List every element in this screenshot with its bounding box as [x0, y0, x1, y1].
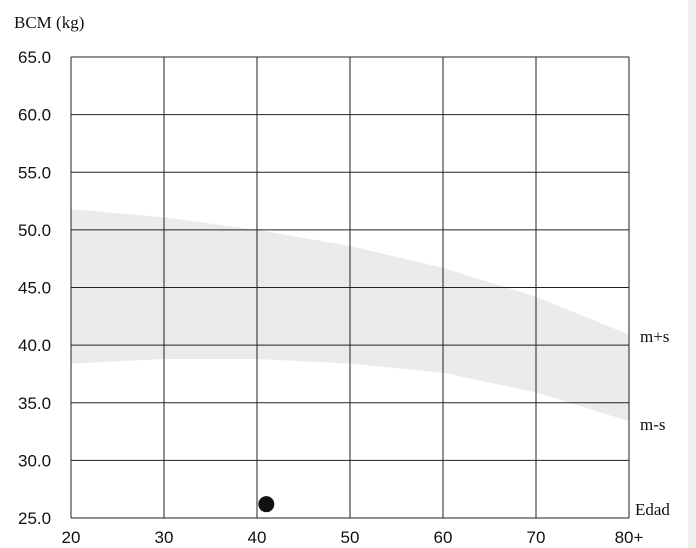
data-points — [258, 496, 275, 513]
y-tick-label: 40.0 — [18, 336, 51, 355]
grid — [70, 56, 630, 519]
y-tick-label: 65.0 — [18, 48, 51, 67]
y-tick-label: 25.0 — [18, 509, 51, 528]
x-tick-label: 30 — [155, 528, 174, 547]
x-tick-labels: 20 30 40 50 60 70 80+ — [62, 528, 644, 547]
data-point — [258, 496, 275, 513]
y-tick-label: 30.0 — [18, 451, 51, 470]
y-tick-label: 35.0 — [18, 394, 51, 413]
y-tick-label: 45.0 — [18, 279, 51, 298]
scroll-edge — [688, 0, 696, 548]
y-tick-labels: 25.0 30.0 35.0 40.0 45.0 50.0 55.0 60.0 65.0 — [18, 48, 51, 528]
y-axis-title: BCM (kg) — [14, 13, 84, 32]
x-tick-label: 40 — [248, 528, 267, 547]
y-tick-label: 60.0 — [18, 106, 51, 125]
y-tick-label: 55.0 — [18, 163, 51, 182]
band-upper-label: m+s — [640, 327, 669, 346]
x-tick-label: 60 — [434, 528, 453, 547]
y-tick-label: 50.0 — [18, 221, 51, 240]
band-lower-label: m-s — [640, 415, 666, 434]
x-tick-label: 50 — [341, 528, 360, 547]
x-axis-title: Edad — [635, 500, 670, 519]
x-tick-label: 80+ — [615, 528, 644, 547]
x-tick-label: 70 — [527, 528, 546, 547]
x-tick-label: 20 — [62, 528, 81, 547]
